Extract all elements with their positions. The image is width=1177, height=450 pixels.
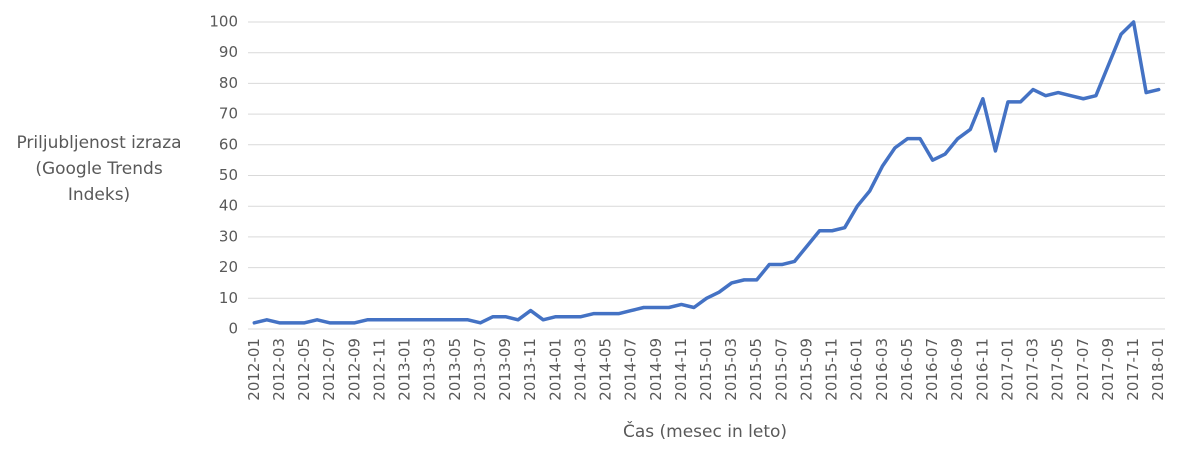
x-tick-label: 2013-07 xyxy=(471,338,489,401)
x-tick-label: 2017-05 xyxy=(1049,338,1067,401)
x-tick-label: 2016-07 xyxy=(923,338,941,401)
x-tick-label: 2012-09 xyxy=(345,338,363,401)
x-tick-label: 2015-05 xyxy=(747,338,765,401)
y-tick-label: 70 xyxy=(219,105,238,123)
x-tick-label: 2014-09 xyxy=(647,338,665,401)
x-tick-label: 2015-03 xyxy=(722,338,740,401)
y-tick-label: 10 xyxy=(219,289,238,307)
x-tick-label: 2015-11 xyxy=(823,338,841,401)
x-tick-label: 2014-03 xyxy=(571,338,589,401)
x-tick-label: 2014-07 xyxy=(622,338,640,401)
x-tick-label: 2013-03 xyxy=(421,338,439,401)
line-series xyxy=(252,20,1161,325)
x-tick-label: 2017-09 xyxy=(1099,338,1117,401)
x-tick-label: 2015-07 xyxy=(772,338,790,401)
y-tick-label: 50 xyxy=(219,166,238,184)
y-tick-label: 100 xyxy=(209,13,238,31)
x-tick-label: 2016-11 xyxy=(973,338,991,401)
x-tick-label: 2013-05 xyxy=(446,338,464,401)
x-tick-label: 2014-01 xyxy=(546,338,564,401)
x-tick-label: 2013-01 xyxy=(396,338,414,401)
y-tick-label: 60 xyxy=(219,135,238,153)
x-axis-label: Čas (mesec in leto) xyxy=(623,420,787,442)
x-tick-label: 2013-09 xyxy=(496,338,514,401)
x-tick-label: 2012-05 xyxy=(295,338,313,401)
x-tick-label: 2015-09 xyxy=(797,338,815,401)
y-tick-label: 40 xyxy=(219,197,238,215)
x-tick-label: 2017-03 xyxy=(1024,338,1042,401)
y-tick-label: 90 xyxy=(219,43,238,61)
x-tick-label: 2017-07 xyxy=(1074,338,1092,401)
x-tick-label: 2016-09 xyxy=(948,338,966,401)
x-tick-label: 2012-03 xyxy=(270,338,288,401)
x-tick-label: 2017-11 xyxy=(1124,338,1142,401)
x-tick-label: 2014-11 xyxy=(672,338,690,401)
x-tick-label: 2012-01 xyxy=(245,338,263,401)
x-tick-label: 2012-11 xyxy=(370,338,388,401)
y-axis-label: Priljubljenost izraza (Google Trends Ind… xyxy=(16,133,182,205)
x-tick-label: 2014-05 xyxy=(597,338,615,401)
y-tick-label: 30 xyxy=(219,227,238,245)
x-tick-label: 2013-11 xyxy=(521,338,539,401)
x-tick-label: 2017-01 xyxy=(998,338,1016,401)
y-tick-label: 80 xyxy=(219,74,238,92)
x-tick-label: 2016-03 xyxy=(873,338,891,401)
x-tick-label: 2016-01 xyxy=(848,338,866,401)
y-tick-label: 20 xyxy=(219,258,238,276)
y-tick-label: 0 xyxy=(228,320,238,338)
x-tick-label: 2018-01 xyxy=(1149,338,1167,401)
x-tick-label: 2016-05 xyxy=(898,338,916,401)
x-tick-label: 2015-01 xyxy=(697,338,715,401)
x-tick-label: 2012-07 xyxy=(320,338,338,401)
